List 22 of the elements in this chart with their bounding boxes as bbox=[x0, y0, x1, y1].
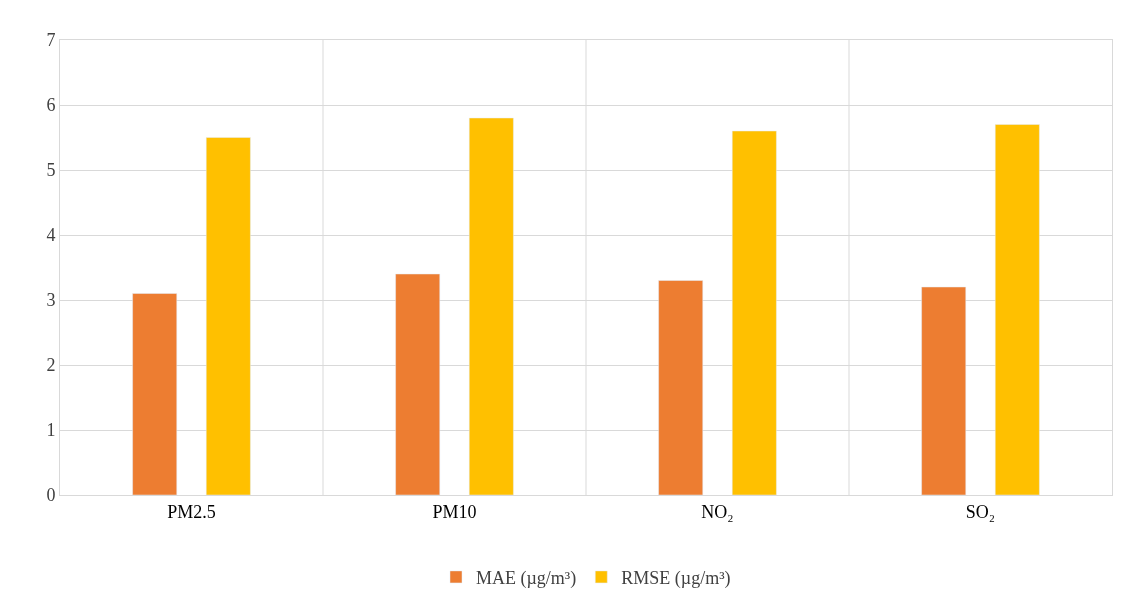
y-tick-label: 5 bbox=[46, 160, 56, 181]
y-tick-label: 6 bbox=[46, 95, 56, 116]
y-tick-label: 3 bbox=[46, 290, 56, 311]
bar bbox=[994, 124, 1040, 495]
legend-label: RMSE (µg/m³) bbox=[621, 567, 731, 589]
bar bbox=[395, 273, 441, 495]
x-tick-label: NO₂ bbox=[701, 501, 734, 522]
x-tick-label: PM2.5 bbox=[167, 501, 216, 522]
legend-label: MAE (µg/m³) bbox=[476, 567, 577, 589]
bar bbox=[205, 137, 251, 495]
bar bbox=[658, 280, 704, 495]
y-tick-label: 0 bbox=[46, 485, 56, 506]
bar bbox=[921, 286, 967, 495]
x-tick-label: SO₂ bbox=[965, 501, 996, 522]
bar bbox=[731, 130, 777, 495]
bar bbox=[468, 117, 514, 495]
y-tick-label: 4 bbox=[46, 225, 56, 246]
y-tick-label: 2 bbox=[46, 355, 56, 376]
x-tick-label: PM10 bbox=[432, 501, 477, 522]
bar bbox=[132, 293, 178, 495]
y-tick-label: 7 bbox=[46, 30, 56, 51]
y-tick-label: 1 bbox=[46, 420, 56, 441]
